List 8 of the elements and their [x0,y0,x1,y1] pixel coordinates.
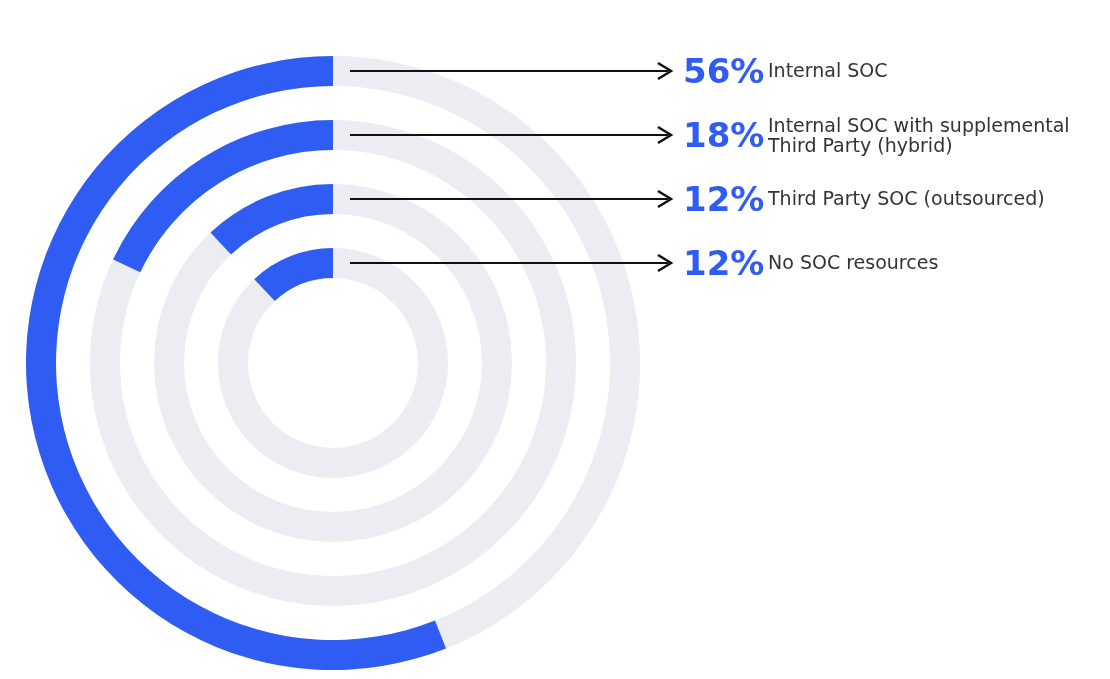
category-label: Internal SOC [768,59,888,81]
data-label: 18% [683,115,765,155]
category-label: Third Party SOC (outsourced) [767,187,1045,209]
data-label: 56% [683,51,765,91]
data-label: 12% [683,179,765,219]
category-label: No SOC resources [768,251,939,273]
category-label: Internal SOC with supplemental Third Party (hybrid) [767,114,1070,156]
data-label: 12% [683,243,765,283]
